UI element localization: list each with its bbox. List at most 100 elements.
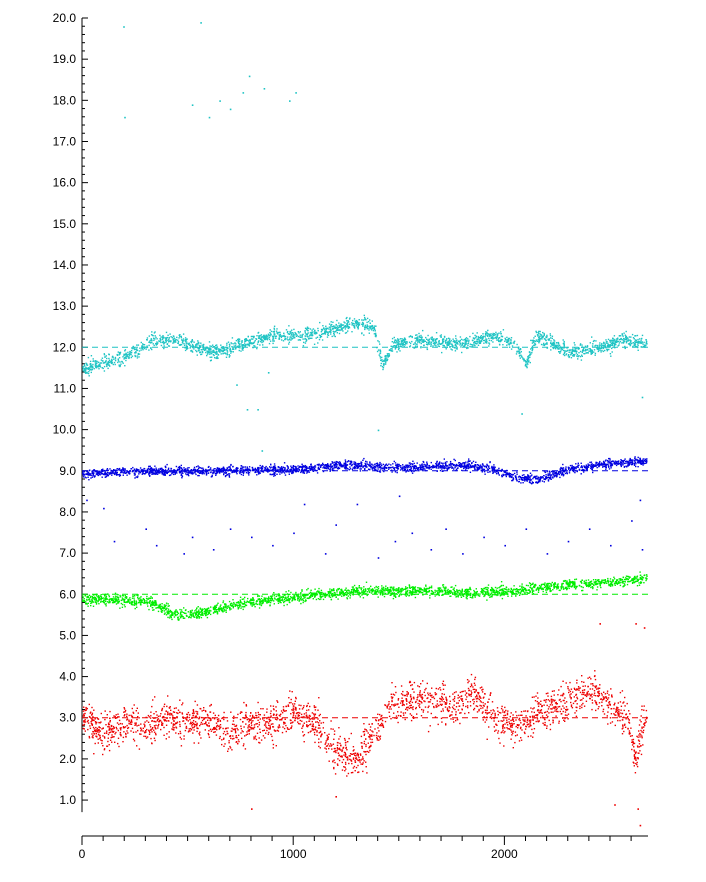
data-point — [439, 464, 442, 467]
data-point — [570, 468, 572, 470]
data-point — [384, 467, 386, 469]
data-point — [629, 339, 631, 341]
data-point — [581, 355, 583, 357]
data-point — [500, 333, 502, 335]
data-point — [356, 463, 359, 465]
data-point — [439, 343, 441, 345]
data-point — [532, 476, 535, 478]
data-point — [86, 371, 88, 373]
data-point — [632, 337, 635, 339]
data-point — [173, 471, 175, 473]
data-point — [131, 347, 133, 349]
data-point — [475, 336, 477, 339]
data-point — [466, 343, 468, 345]
data-point — [287, 465, 289, 468]
data-point — [162, 337, 164, 340]
data-point — [626, 337, 629, 339]
data-point — [570, 467, 572, 470]
data-point — [202, 347, 205, 349]
data-point — [334, 327, 336, 329]
y-tick-label: 10.0 — [53, 423, 77, 437]
data-point — [362, 325, 364, 327]
data-point — [345, 466, 347, 469]
data-point — [604, 349, 606, 352]
data-point — [434, 340, 437, 342]
data-point — [295, 332, 297, 335]
data-point — [479, 464, 482, 466]
data-point — [375, 467, 377, 469]
data-point — [261, 465, 264, 467]
data-point — [125, 357, 128, 359]
data-point — [373, 333, 376, 335]
data-point — [428, 465, 431, 467]
data-point — [159, 468, 161, 471]
data-point — [491, 337, 493, 339]
data-point — [180, 469, 183, 472]
data-point — [620, 465, 622, 468]
data-point — [237, 338, 239, 341]
data-point — [444, 461, 447, 464]
data-point — [345, 326, 348, 328]
data-point — [408, 464, 410, 466]
data-point — [107, 471, 109, 474]
data-point — [333, 326, 335, 328]
data-point — [565, 354, 567, 356]
data-point — [325, 331, 327, 333]
data-point — [336, 466, 338, 468]
data-point — [86, 472, 88, 475]
data-point — [452, 464, 455, 466]
data-point — [331, 461, 333, 463]
data-point — [261, 470, 263, 473]
data-point — [274, 466, 277, 469]
data-point — [164, 472, 166, 475]
data-point — [561, 469, 563, 471]
data-point — [449, 343, 451, 345]
data-point — [451, 467, 453, 469]
data-point — [307, 327, 310, 329]
data-point — [614, 463, 616, 465]
data-point — [413, 462, 415, 465]
data-point — [501, 475, 503, 478]
data-point — [480, 341, 482, 343]
data-point — [352, 322, 355, 325]
data-point — [438, 463, 441, 465]
data-point — [351, 464, 353, 467]
data-point — [260, 340, 262, 343]
data-point — [491, 465, 493, 468]
data-point — [83, 369, 85, 372]
data-point — [442, 463, 444, 465]
data-point — [131, 355, 134, 357]
data-point — [396, 343, 398, 346]
data-point — [534, 342, 536, 345]
data-point — [180, 473, 183, 475]
data-point — [324, 328, 326, 330]
outlier-point — [219, 100, 221, 102]
data-point — [373, 465, 375, 467]
data-point — [148, 472, 150, 474]
data-point — [639, 457, 641, 459]
data-point — [383, 467, 385, 469]
data-point — [642, 345, 645, 348]
data-point — [603, 341, 605, 344]
data-point — [186, 346, 188, 348]
data-point — [171, 471, 174, 473]
outlier-point — [246, 409, 249, 411]
data-point — [443, 467, 445, 470]
data-point — [165, 470, 167, 472]
data-point — [205, 347, 207, 349]
data-point — [459, 462, 462, 465]
data-point — [483, 342, 485, 344]
data-point — [121, 471, 123, 473]
data-point — [505, 474, 507, 476]
data-point — [203, 473, 205, 475]
data-point — [133, 347, 135, 349]
data-point — [373, 327, 375, 329]
data-point — [440, 343, 442, 345]
data-point — [573, 354, 575, 356]
data-point — [240, 469, 242, 471]
data-point — [470, 465, 472, 467]
data-point — [545, 339, 547, 342]
data-point — [403, 468, 405, 471]
data-point — [467, 338, 469, 340]
data-point — [335, 466, 337, 469]
